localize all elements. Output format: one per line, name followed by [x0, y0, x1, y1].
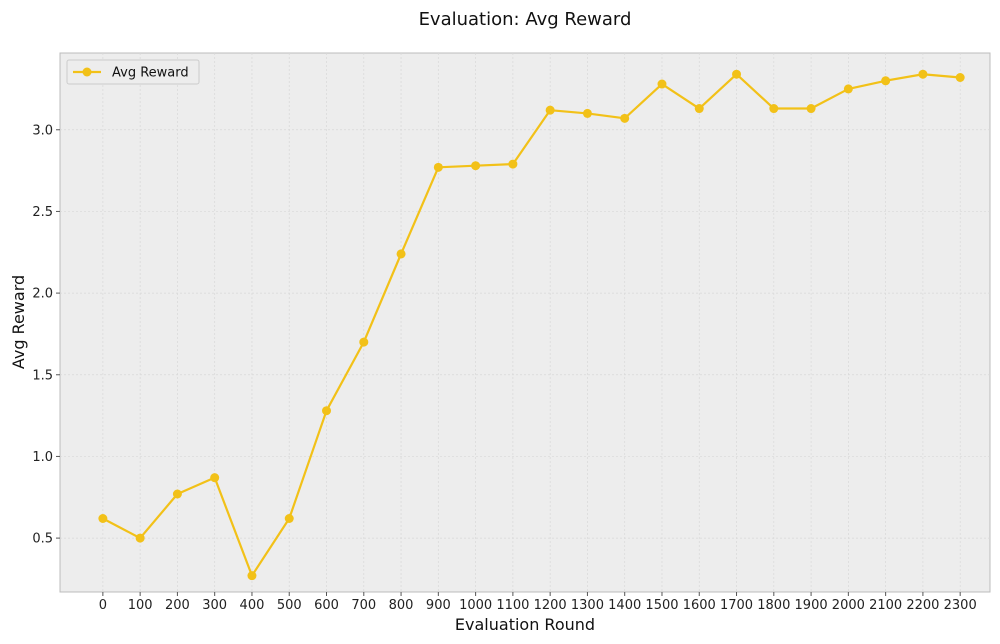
series-line	[102, 73, 961, 577]
data-point	[322, 406, 332, 416]
x-tick-label: 1600	[683, 598, 716, 613]
x-tick-label: 300	[202, 598, 227, 613]
legend-box	[66, 59, 200, 85]
y-tick-label: 0.5	[32, 532, 53, 547]
data-point	[545, 105, 555, 115]
data-point	[359, 337, 369, 347]
series-layer	[98, 69, 965, 581]
data-point	[843, 84, 853, 94]
axis-ticks: 0 100 200 300 400 500 600 700 800 900 1000 1100 1200…	[32, 123, 976, 613]
legend: Avg Reward	[66, 59, 200, 85]
legend-label: Avg Reward	[112, 66, 189, 81]
data-point	[98, 514, 108, 523]
x-tick-label: 1700	[720, 598, 753, 613]
x-tick-label: 500	[277, 598, 302, 613]
x-tick-label: 2200	[906, 598, 939, 613]
y-tick-label: 3.0	[32, 123, 53, 138]
x-tick-label: 1500	[645, 598, 678, 613]
x-tick-label: 800	[389, 598, 414, 613]
x-tick-label: 1200	[534, 598, 567, 613]
data-point	[247, 571, 257, 581]
x-tick-label: 900	[426, 598, 451, 613]
data-point	[135, 533, 145, 543]
data-point	[210, 473, 220, 483]
data-point	[471, 161, 481, 171]
y-tick-label: 1.0	[32, 450, 53, 465]
x-tick-label: 1100	[496, 598, 529, 613]
x-tick-label: 1900	[795, 598, 828, 613]
x-tick-label: 2100	[869, 598, 902, 613]
data-point	[918, 69, 928, 79]
chart-title: Evaluation: Avg Reward	[419, 9, 632, 30]
data-point	[582, 108, 592, 118]
x-tick-label: 0	[99, 598, 107, 613]
x-tick-label: 2300	[944, 598, 977, 613]
y-tick-label: 1.5	[32, 368, 53, 383]
x-tick-label: 2000	[832, 598, 865, 613]
data-point	[769, 104, 779, 114]
data-point	[508, 159, 518, 169]
data-point	[396, 249, 406, 259]
data-point	[955, 73, 965, 82]
plot-area	[59, 52, 991, 593]
data-point	[732, 69, 742, 79]
x-axis-title: Evaluation Round	[455, 615, 595, 634]
x-tick-label: 1400	[608, 598, 641, 613]
x-tick-label: 1000	[459, 598, 492, 613]
y-tick-label: 2.5	[32, 205, 53, 220]
y-axis-title: Avg Reward	[9, 275, 28, 369]
data-point	[620, 113, 630, 123]
x-tick-label: 1800	[757, 598, 790, 613]
data-point	[881, 76, 891, 86]
data-point	[284, 514, 294, 523]
x-tick-label: 400	[240, 598, 265, 613]
x-tick-label: 200	[165, 598, 190, 613]
data-point	[694, 104, 704, 114]
data-point	[806, 104, 816, 114]
gridlines	[60, 53, 990, 592]
data-point	[433, 162, 443, 172]
x-tick-label: 1300	[571, 598, 604, 613]
x-tick-label: 700	[351, 598, 376, 613]
data-point	[657, 79, 667, 89]
legend-marker-swatch	[82, 67, 92, 77]
x-tick-label: 600	[314, 598, 339, 613]
y-tick-label: 2.0	[32, 287, 53, 302]
data-point	[172, 489, 182, 499]
x-tick-label: 100	[128, 598, 153, 613]
